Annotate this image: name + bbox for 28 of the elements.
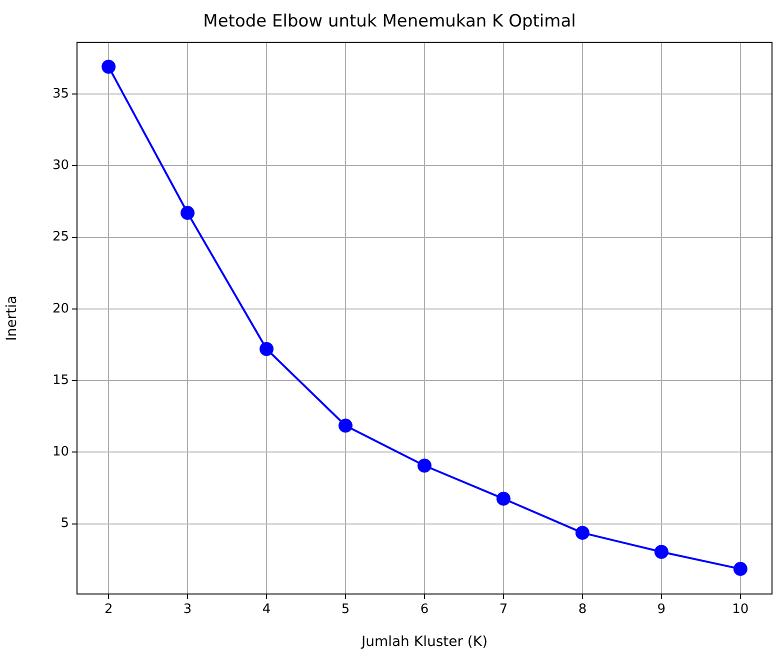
point (496, 492, 510, 506)
y-tick-label: 5 (60, 516, 69, 532)
x-tick-label: 6 (420, 602, 429, 618)
y-tick-label: 30 (52, 158, 69, 173)
x-tick-label: 9 (657, 602, 666, 618)
y-tick-label: 10 (52, 444, 69, 460)
x-tick-label: 4 (262, 602, 271, 618)
point (654, 544, 668, 559)
y-tick-label: 35 (52, 86, 69, 102)
y-tick-label: 25 (52, 230, 69, 245)
x-tick-label: 5 (341, 602, 350, 618)
point (338, 418, 353, 433)
x-axis-title: Jumlah Kluster (K) (360, 634, 488, 650)
point (260, 342, 274, 356)
y-axis-title: Inertia (4, 296, 20, 341)
y-tick-label: 15 (52, 372, 69, 388)
x-tick-label: 8 (578, 602, 587, 618)
point (418, 458, 432, 473)
y-tick-label: 20 (52, 301, 69, 316)
x-tick-label: 10 (732, 602, 749, 618)
chart-title: Metode Elbow untuk Menemukan K Optimal (203, 12, 576, 32)
x-tick-label: 3 (183, 602, 192, 618)
point (733, 562, 748, 576)
x-tick-label: 2 (104, 602, 113, 618)
x-tick-label: 7 (499, 602, 508, 618)
point (102, 60, 116, 74)
point (180, 206, 195, 220)
point (575, 526, 590, 540)
